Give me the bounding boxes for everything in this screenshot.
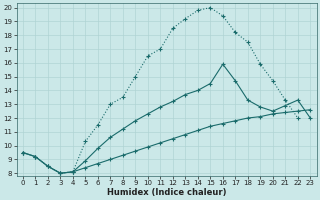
X-axis label: Humidex (Indice chaleur): Humidex (Indice chaleur) bbox=[107, 188, 226, 197]
